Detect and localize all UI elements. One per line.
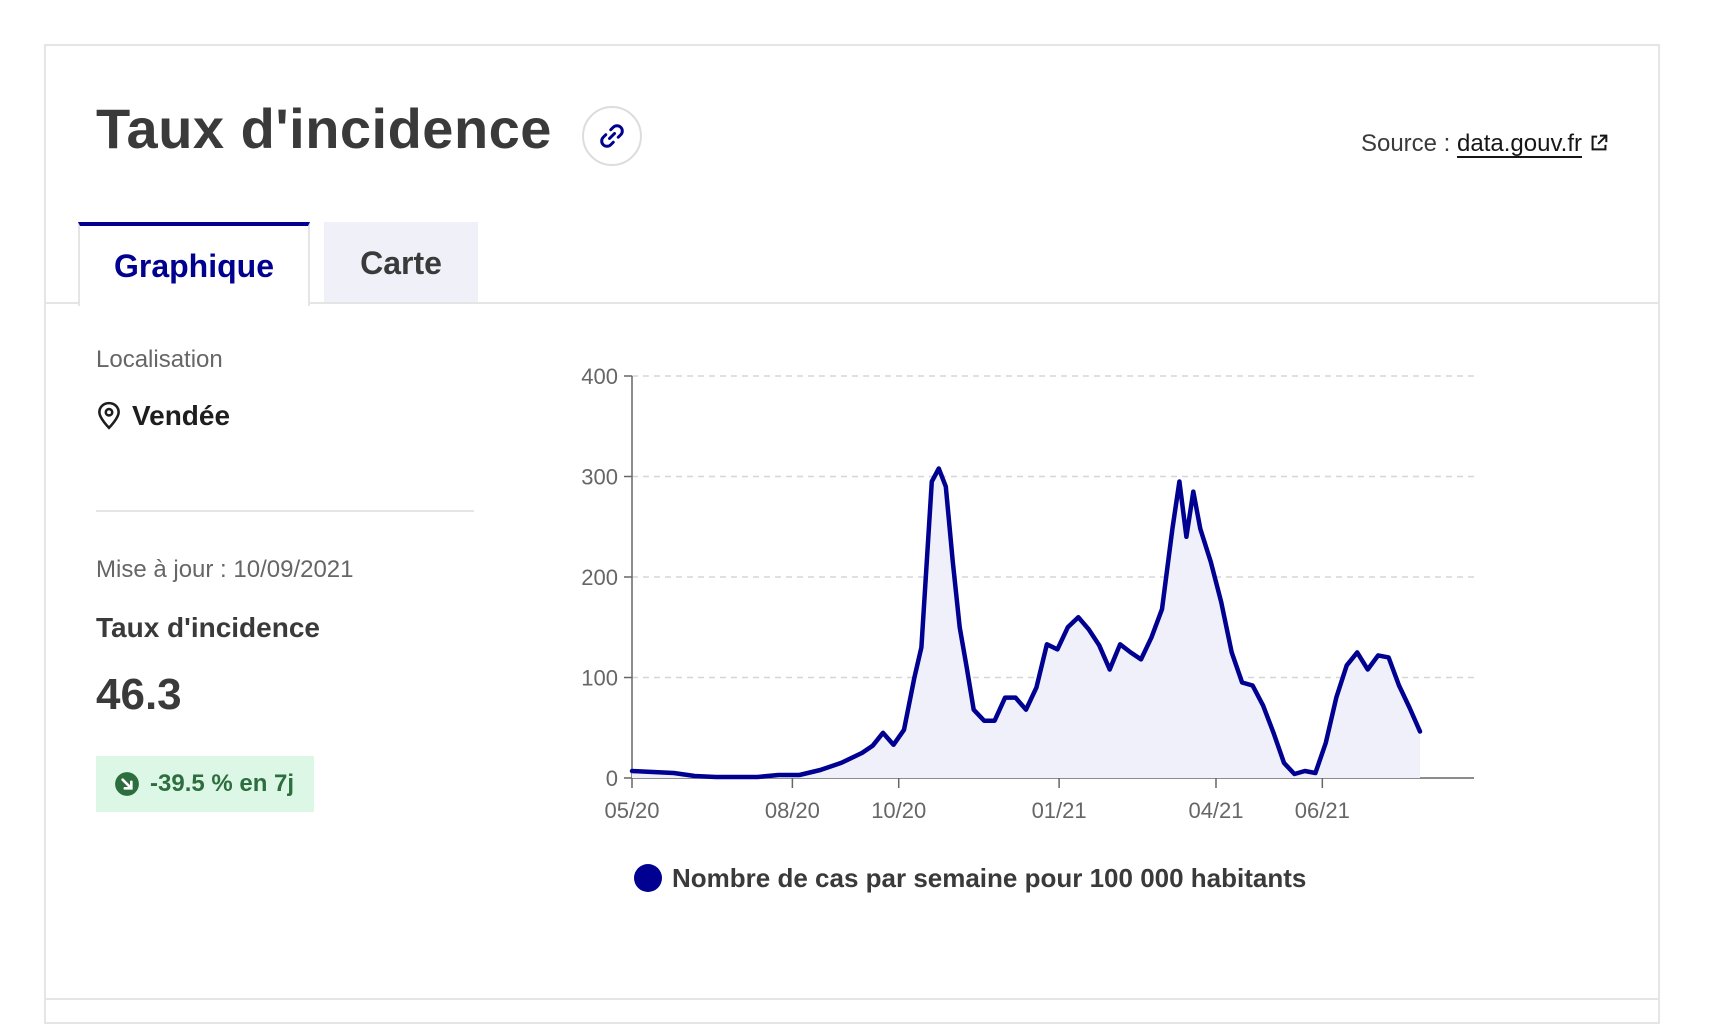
card-bottom-divider [46,998,1658,1000]
external-link-icon [1588,132,1610,154]
location-value: Vendée [96,400,230,432]
page-title: Taux d'incidence [96,96,552,161]
y-tick-label: 300 [581,465,618,490]
location-label: Localisation [96,346,223,374]
source-label: Source : [1361,130,1450,157]
y-tick-label: 400 [581,364,618,389]
source-link[interactable]: data.gouv.fr [1457,130,1610,157]
y-tick-label: 100 [581,666,618,691]
arrow-down-right-icon [114,771,140,797]
update-date: Mise à jour : 10/09/2021 [96,556,354,584]
x-tick-label: 08/20 [765,798,820,823]
source-link-text: data.gouv.fr [1457,130,1582,157]
y-tick-label: 0 [606,766,618,791]
legend-label: Nombre de cas par semaine pour 100 000 h… [672,863,1306,893]
copy-link-button[interactable] [582,106,642,166]
x-tick-label: 04/21 [1188,798,1243,823]
y-tick-label: 200 [581,565,618,590]
trend-badge: -39.5 % en 7j [96,756,314,812]
sidebar-divider [96,510,474,512]
indicator-card: Taux d'incidence Source : data.gouv.fr G… [44,44,1660,1024]
x-tick-label: 01/21 [1032,798,1087,823]
metric-value: 46.3 [96,670,182,720]
legend-marker [634,864,662,892]
x-tick-label: 06/21 [1295,798,1350,823]
link-icon [597,121,627,151]
incidence-chart: 0 100 200 300 400 05/20 08/20 10/20 01/21 04/21 06… [566,346,1606,946]
map-pin-icon [96,401,122,431]
tab-carte[interactable]: Carte [324,222,478,304]
metric-label: Taux d'incidence [96,612,320,644]
source-line: Source : data.gouv.fr [1361,130,1610,158]
x-tick-label: 10/20 [871,798,926,823]
series-area [632,469,1420,779]
tab-graphique[interactable]: Graphique [78,222,310,306]
x-tick-label: 05/20 [604,798,659,823]
trend-text: -39.5 % en 7j [150,770,294,798]
location-name: Vendée [132,400,230,432]
